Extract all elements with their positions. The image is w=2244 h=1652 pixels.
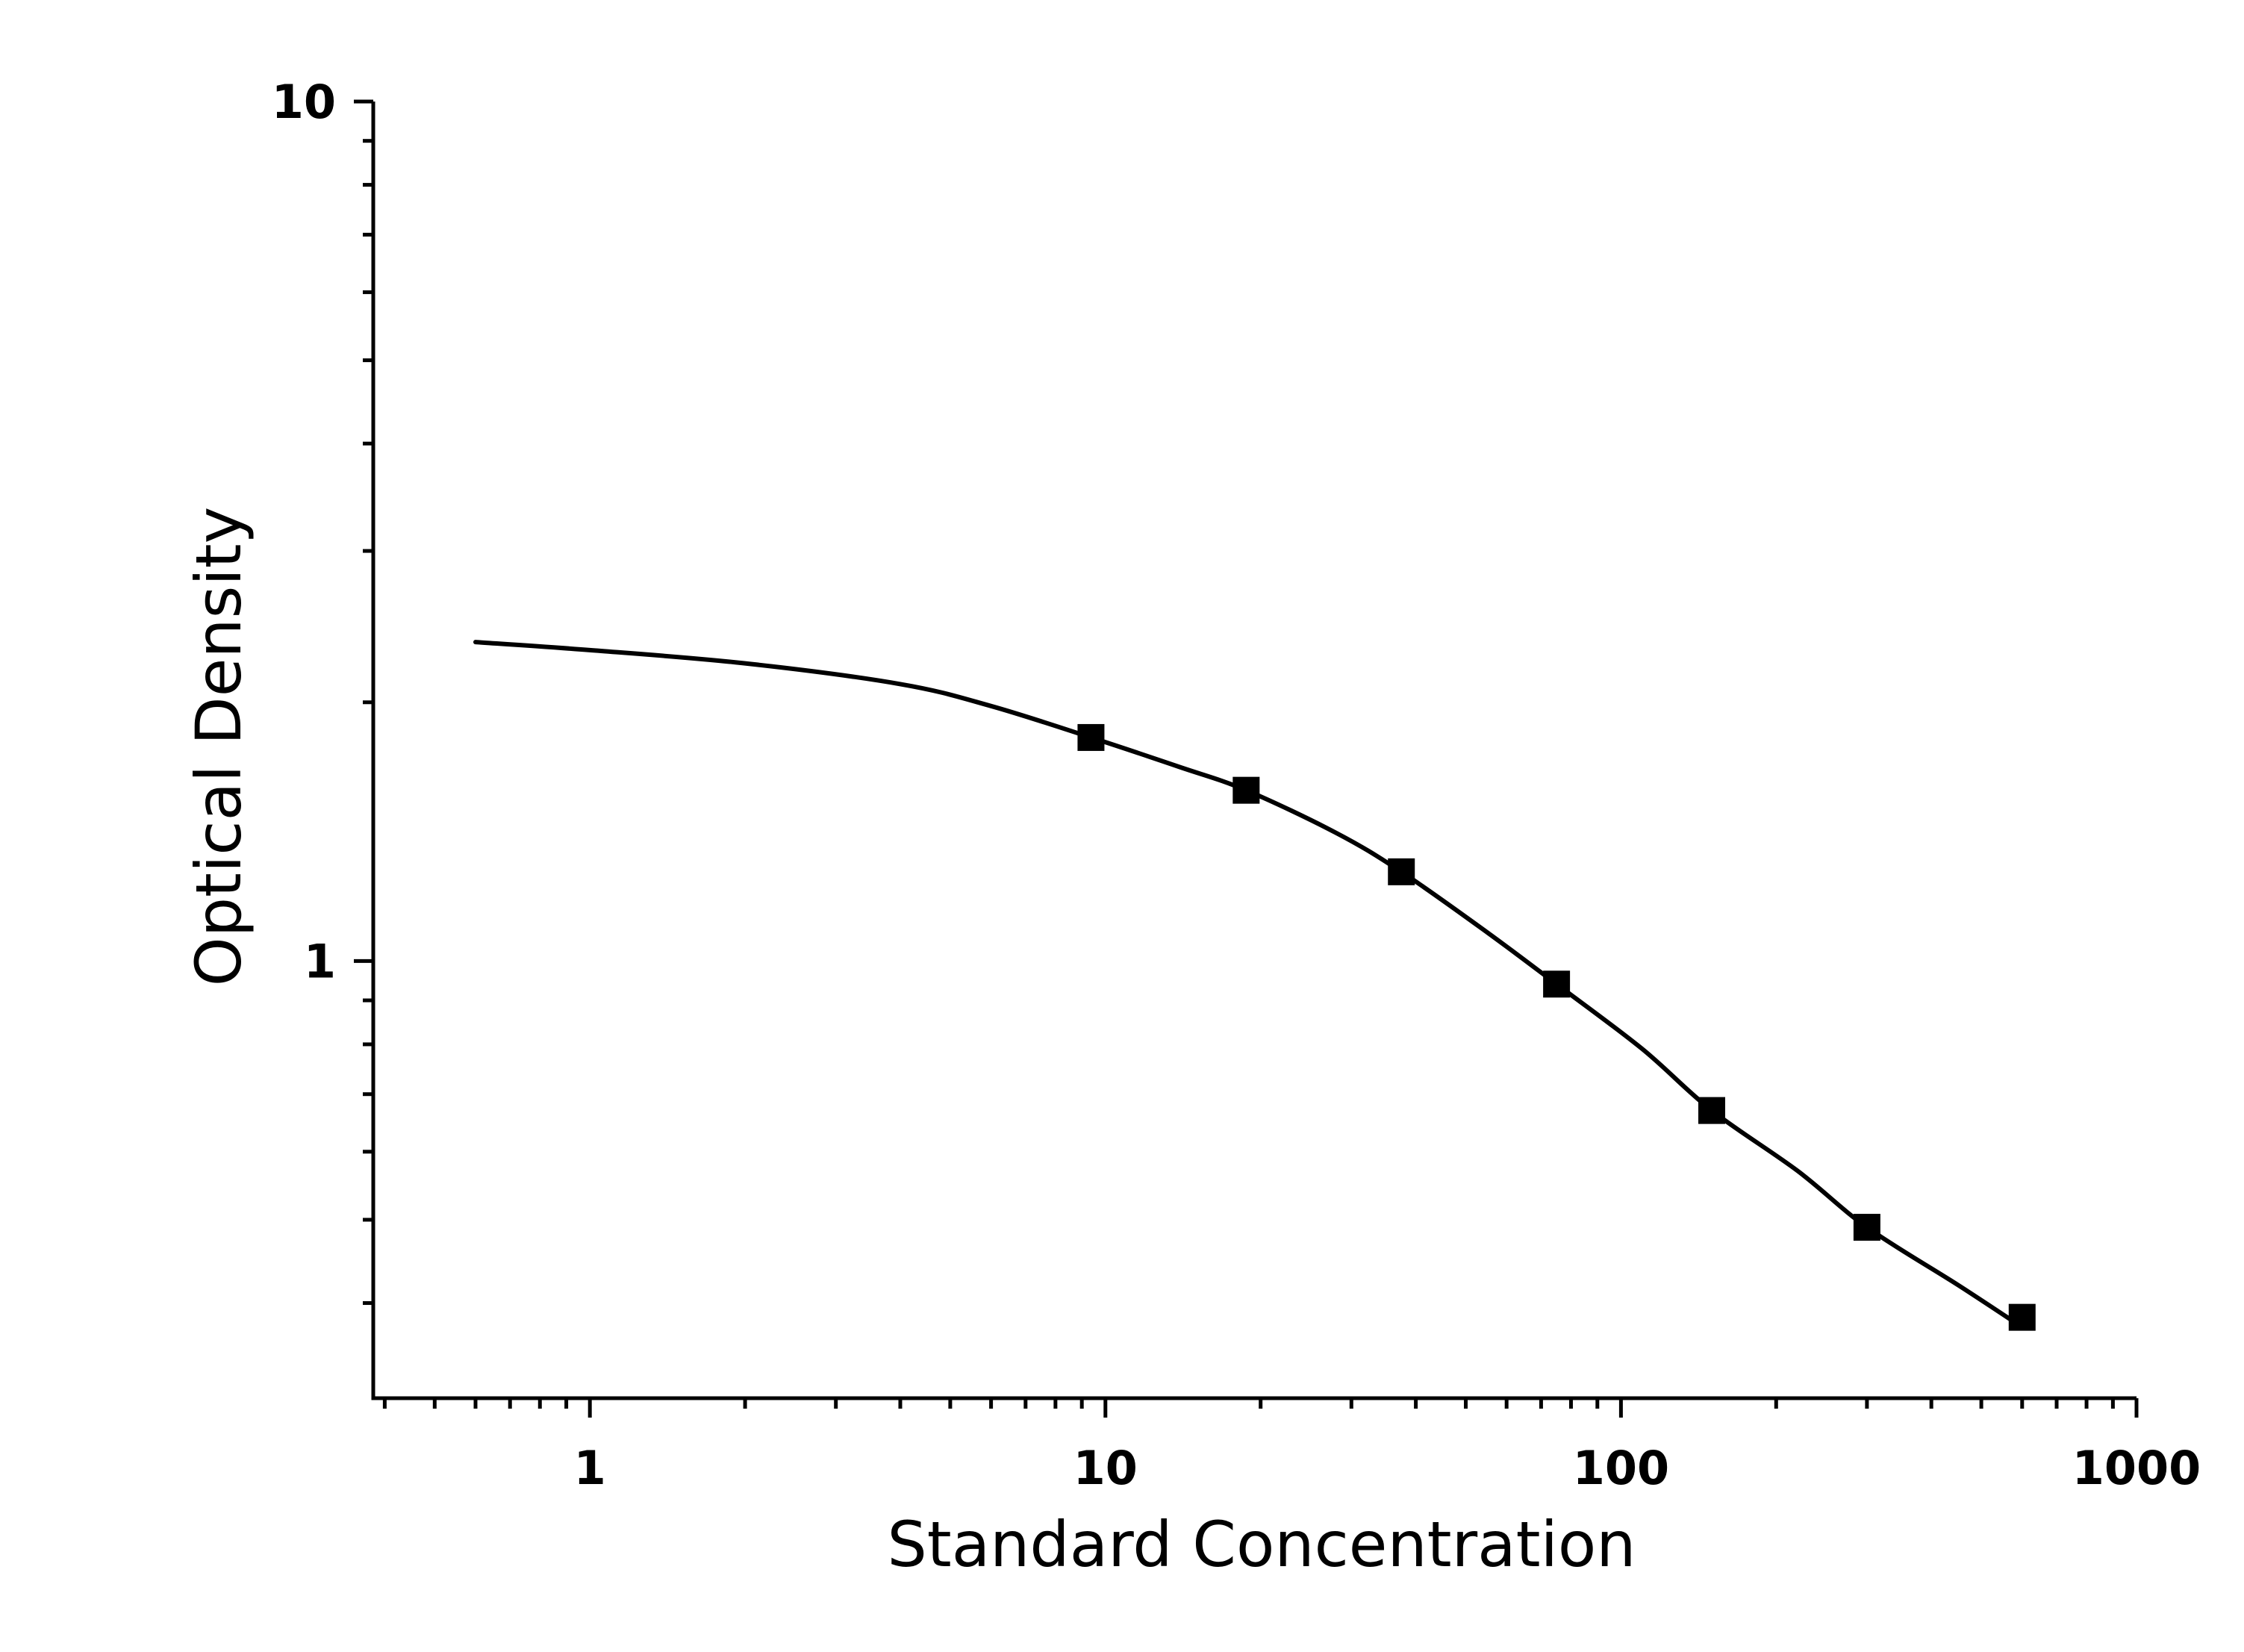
x-tick-label: 1000 bbox=[2072, 1441, 2201, 1495]
y-tick-label: 10 bbox=[272, 75, 336, 129]
data-point bbox=[1232, 776, 1260, 804]
y-axis-title: Optical Density bbox=[182, 507, 255, 987]
data-point bbox=[1698, 1097, 1726, 1124]
axes: 1 10 100 1000 1 10 bbox=[272, 75, 2201, 1495]
y-tick-label: 1 bbox=[304, 934, 336, 988]
fit-curve bbox=[473, 640, 2025, 1330]
x-tick-label: 1 bbox=[574, 1441, 606, 1495]
data-point bbox=[2008, 1303, 2036, 1331]
data-point bbox=[1543, 970, 1571, 998]
data-points bbox=[1077, 723, 2036, 1331]
data-point bbox=[1077, 723, 1105, 751]
x-tick-label: 100 bbox=[1573, 1441, 1669, 1495]
data-point bbox=[1853, 1214, 1880, 1241]
data-point bbox=[1388, 858, 1415, 885]
x-tick-label: 10 bbox=[1073, 1441, 1138, 1495]
x-axis-title: Standard Concentration bbox=[887, 1508, 1636, 1581]
